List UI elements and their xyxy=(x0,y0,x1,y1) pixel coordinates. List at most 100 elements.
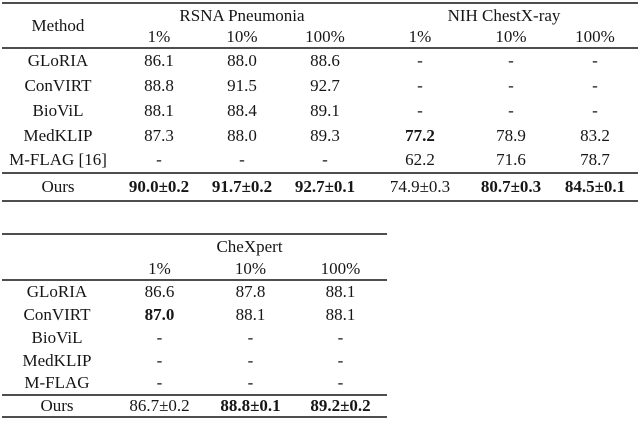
method-column-header: Method xyxy=(2,3,114,49)
value-cell: 91.7±0.2 xyxy=(204,172,280,201)
group-header-nih-chestxray: NIH ChestX-ray xyxy=(447,5,561,25)
group-header-row: Method RSNA Pneumonia NIH ChestX-ray xyxy=(2,3,638,49)
value-cell: - xyxy=(592,75,598,95)
method-row: BioViL 88.1 88.4 89.1 - - - xyxy=(2,98,638,123)
percent-subheader-cell: 10% xyxy=(204,27,280,49)
value-cell: - xyxy=(156,327,163,347)
method-cell: Ours xyxy=(2,172,114,201)
results-table-rsna-nih: Method RSNA Pneumonia NIH ChestX-ray 1% 1… xyxy=(2,2,639,202)
method-column-header-empty xyxy=(2,234,112,281)
method-row: BioViL - - - xyxy=(2,326,387,349)
value-cell: 92.7 xyxy=(310,75,340,95)
method-cell: ConVIRT xyxy=(23,304,91,324)
value-cell: - xyxy=(156,350,163,370)
method-cell: GLoRIA xyxy=(26,282,88,301)
percent-subheader-cell: 100% xyxy=(280,27,370,49)
value-cell: 80.7±0.3 xyxy=(470,172,552,201)
value-cell: - xyxy=(337,327,344,347)
percent-subheader-cell: 1% xyxy=(112,258,207,281)
value-cell: - xyxy=(337,373,344,392)
method-cell: Ours xyxy=(2,394,112,417)
value-cell: - xyxy=(417,51,423,70)
value-cell: 91.5 xyxy=(227,75,257,95)
value-cell: - xyxy=(322,150,328,169)
group-header-rsna-pneumonia: RSNA Pneumonia xyxy=(179,5,305,25)
value-cell: 92.7±0.1 xyxy=(280,172,370,201)
table1-ours-section: Ours 90.0±0.2 91.7±0.2 92.7±0.1 74.9±0.3 80.7… xyxy=(2,172,639,201)
percent-subheader-cell: 100% xyxy=(552,27,639,49)
value-cell: - xyxy=(247,373,254,392)
percent-subheader-cell: 100% xyxy=(294,258,387,281)
method-cell: MedKLIP xyxy=(22,350,92,370)
value-cell: 89.3 xyxy=(310,125,340,145)
method-row: MedKLIP 87.3 88.0 89.3 77.2 78.9 83.2 xyxy=(2,123,638,148)
value-cell: - xyxy=(508,51,514,70)
method-cell: BioViL xyxy=(31,327,83,347)
value-cell: 77.2 xyxy=(405,125,435,145)
value-cell: 87.0 xyxy=(144,304,175,324)
value-cell: - xyxy=(156,150,162,169)
value-cell: 86.1 xyxy=(144,51,174,70)
value-cell: 88.6 xyxy=(310,51,340,70)
value-cell: 86.6 xyxy=(144,282,175,301)
value-cell: 83.2 xyxy=(580,125,610,145)
value-cell: 89.2±0.2 xyxy=(294,394,387,417)
value-cell: 78.9 xyxy=(496,125,526,145)
value-cell: - xyxy=(592,51,598,70)
value-cell: - xyxy=(156,373,163,392)
results-table-chexpert: CheXpert 1% 10% 100% GLoRIA 86.6 87.8 88.1 Con… xyxy=(2,233,387,418)
value-cell: - xyxy=(239,150,245,169)
value-cell: - xyxy=(247,350,254,370)
method-cell: M-FLAG [16] xyxy=(9,150,107,169)
method-row: M-FLAG - - - xyxy=(2,372,387,395)
group-header-row: CheXpert xyxy=(2,234,387,281)
value-cell: 71.6 xyxy=(496,150,526,169)
value-cell: 62.2 xyxy=(405,150,435,169)
value-cell: 87.3 xyxy=(144,125,174,145)
value-cell: 89.1 xyxy=(310,100,340,120)
method-row: M-FLAG [16] - - - 62.2 71.6 78.7 xyxy=(2,148,638,173)
method-row: MedKLIP - - - xyxy=(2,349,387,372)
value-cell: - xyxy=(508,100,514,120)
ours-row: Ours 90.0±0.2 91.7±0.2 92.7±0.1 74.9±0.3 80.7… xyxy=(2,172,639,201)
value-cell: 78.7 xyxy=(580,150,610,169)
value-cell: 88.1 xyxy=(325,304,356,324)
table1-header: Method RSNA Pneumonia NIH ChestX-ray 1% 1… xyxy=(2,3,639,49)
value-cell: 87.8 xyxy=(235,282,266,301)
value-cell: - xyxy=(337,350,344,370)
group-header-chexpert: CheXpert xyxy=(216,236,283,256)
method-row: GLoRIA 86.1 88.0 88.6 - - - xyxy=(2,48,638,73)
value-cell: 84.5±0.1 xyxy=(552,172,639,201)
percent-subheader-cell: 10% xyxy=(207,258,294,281)
value-cell: 74.9±0.3 xyxy=(370,172,470,201)
ours-row: Ours 86.7±0.2 88.8±0.1 89.2±0.2 xyxy=(2,394,387,417)
value-cell: 88.0 xyxy=(227,51,257,70)
method-row: ConVIRT 87.0 88.1 88.1 xyxy=(2,303,387,326)
method-cell: MedKLIP xyxy=(23,125,93,145)
value-cell: - xyxy=(417,100,423,120)
method-cell: BioViL xyxy=(32,100,84,120)
percent-subheader-row: 1% 10% 100% xyxy=(2,258,387,281)
table2-body: GLoRIA 86.6 87.8 88.1 ConVIRT 87.0 88.1 88.1 Bio… xyxy=(2,280,387,395)
value-cell: 88.8 xyxy=(144,75,174,95)
value-cell: - xyxy=(508,75,514,95)
percent-subheader-cell: 1% xyxy=(114,27,204,49)
method-cell: GLoRIA xyxy=(27,51,89,70)
value-cell: 88.8±0.1 xyxy=(207,394,294,417)
value-cell: - xyxy=(417,75,423,95)
table2-header: CheXpert 1% 10% 100% xyxy=(2,234,387,281)
value-cell: 86.7±0.2 xyxy=(112,394,207,417)
method-row: ConVIRT 88.8 91.5 92.7 - - - xyxy=(2,73,638,98)
percent-subheader-cell: 1% xyxy=(370,27,470,49)
value-cell: 90.0±0.2 xyxy=(114,172,204,201)
method-cell: ConVIRT xyxy=(24,75,92,95)
value-cell: 88.1 xyxy=(325,282,356,301)
method-cell: M-FLAG xyxy=(24,373,90,392)
value-cell: - xyxy=(247,327,254,347)
value-cell: 88.0 xyxy=(227,125,257,145)
table1-body: GLoRIA 86.1 88.0 88.6 - - - ConVIRT 88.8 91.5 92.7… xyxy=(2,48,638,173)
value-cell: 88.4 xyxy=(227,100,257,120)
value-cell: 88.1 xyxy=(144,100,174,120)
table2-ours-section: Ours 86.7±0.2 88.8±0.1 89.2±0.2 xyxy=(2,394,387,417)
